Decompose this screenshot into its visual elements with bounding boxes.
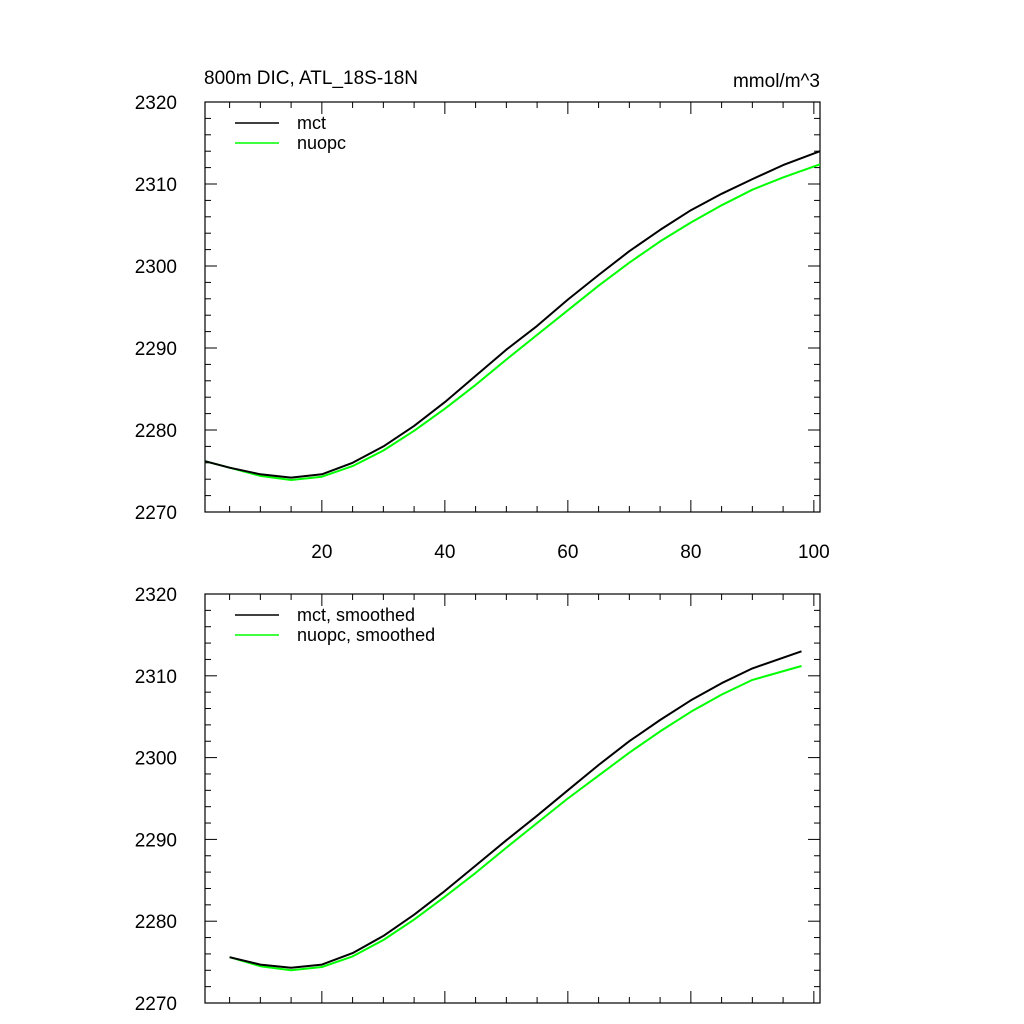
- y-tick-label: 2270: [135, 503, 177, 524]
- plot-frame: [204, 593, 821, 1004]
- bottom-plot-area: 2270 2280 2290 2300 2310 2320 mct, smoothednuo…: [135, 585, 821, 1015]
- x-tick-label: 60: [557, 542, 578, 563]
- legend-label: mct, smoothed: [297, 605, 415, 625]
- x-tick-label: 20: [311, 542, 332, 563]
- x-tick-label: 40: [434, 542, 455, 563]
- chart-title: 800m DIC, ATL_18S-18N: [204, 68, 418, 89]
- y-tick-label: 2290: [135, 830, 177, 851]
- y-tick-label: 2290: [135, 339, 177, 360]
- y-tick-label: 2300: [135, 749, 177, 770]
- y-tick-label: 2280: [135, 421, 177, 442]
- legend-label: nuopc, smoothed: [297, 625, 435, 645]
- series-mct-line: [204, 150, 821, 479]
- legend-label: mct: [297, 113, 326, 133]
- y-tick-label: 2320: [135, 585, 177, 606]
- series-nuopc-line: [229, 665, 802, 972]
- x-tick-label: 100: [798, 542, 830, 563]
- y-tick-label: 2310: [135, 175, 177, 196]
- legend-label: nuopc: [297, 133, 346, 153]
- units-label: mmol/m^3: [733, 71, 820, 92]
- top-panel: 800m DIC, ATL_18S-18N mmol/m^3 227022802…: [135, 68, 830, 563]
- plot-frame: [204, 101, 821, 513]
- y-tick-label: 2310: [135, 667, 177, 688]
- y-tick-label: 2300: [135, 257, 177, 278]
- series-nuopc-line: [204, 163, 821, 481]
- series-mct-line: [229, 650, 802, 969]
- top-plot-area: 2270 2280 2290 2300 2310 2320 20 40 60 80 100 mctnu…: [135, 93, 830, 563]
- bottom-panel: 2270 2280 2290 2300 2310 2320 mct, smoothednuo…: [135, 585, 821, 1015]
- x-tick-label: 80: [680, 542, 701, 563]
- y-tick-label: 2320: [135, 93, 177, 114]
- y-tick-label: 2280: [135, 912, 177, 933]
- y-tick-label: 2270: [135, 994, 177, 1015]
